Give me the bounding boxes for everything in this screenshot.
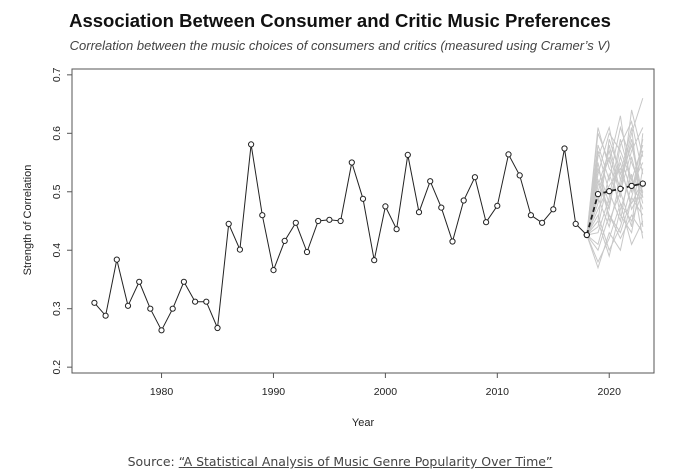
simulation-line — [586, 127, 644, 236]
x-axis-title: Year — [352, 417, 375, 429]
y-tick-label: 0.6 — [51, 126, 63, 141]
simulation-line — [586, 156, 644, 236]
observed-point — [539, 219, 546, 226]
observed-point — [214, 324, 221, 332]
observed-point — [303, 248, 311, 256]
source-line: Source: “A Statistical Analysis of Music… — [0, 454, 680, 469]
simulation-line — [586, 162, 644, 246]
forecast-point — [617, 185, 624, 192]
observed-point — [415, 209, 423, 216]
observed-point — [326, 216, 333, 223]
forecast-point — [606, 188, 613, 195]
simulation-line — [586, 125, 644, 236]
observed-point — [449, 238, 456, 245]
observed-point — [483, 219, 490, 226]
observed-point — [292, 219, 299, 226]
source-link[interactable]: “A Statistical Analysis of Music Genre P… — [178, 454, 553, 469]
observed-point — [259, 212, 266, 219]
plot-frame — [71, 68, 655, 374]
x-tick-label: 2010 — [486, 386, 510, 398]
chart-subtitle: Correlation between the music choices of… — [69, 38, 611, 53]
observed-point — [438, 204, 445, 211]
observed-point — [348, 159, 355, 166]
observed-point — [158, 327, 165, 334]
y-axis-title: Strength of Correlation — [22, 165, 34, 276]
y-axis: 0.2 0.3 0.4 0.5 0.6 0.7 — [51, 67, 72, 375]
observed-point — [192, 298, 199, 305]
observed-point — [124, 302, 132, 309]
simulation-line — [586, 132, 644, 236]
x-tick-label: 2020 — [598, 386, 622, 398]
y-tick-label: 0.7 — [51, 67, 63, 82]
observed-point — [550, 206, 557, 213]
observed-point — [315, 217, 322, 225]
simulation-line — [586, 127, 644, 236]
observed-series — [91, 141, 590, 334]
observed-point — [236, 246, 243, 253]
simulation-line — [586, 213, 644, 252]
simulation-line — [586, 172, 644, 246]
observed-point — [102, 312, 109, 319]
observed-point — [404, 151, 411, 158]
forecast-point — [594, 190, 602, 198]
forecast-point — [639, 180, 646, 187]
observed-point — [505, 151, 512, 158]
x-tick-label: 1980 — [150, 386, 174, 398]
forecast-line — [585, 182, 643, 236]
observed-point — [203, 298, 210, 305]
forecast-point — [583, 231, 590, 239]
y-tick-label: 0.4 — [51, 243, 63, 258]
observed-point — [180, 278, 187, 285]
forecast-series — [583, 180, 646, 239]
observed-point — [169, 305, 176, 312]
observed-point — [113, 256, 120, 263]
observed-point — [147, 305, 154, 312]
observed-point — [248, 141, 255, 148]
y-tick-label: 0.3 — [51, 301, 63, 316]
observed-point — [225, 220, 232, 227]
simulation-line — [586, 191, 644, 264]
observed-point — [270, 267, 277, 274]
observed-point — [494, 202, 501, 209]
observed-point — [572, 220, 579, 227]
observed-point — [393, 226, 400, 233]
observed-point — [281, 237, 288, 244]
forecast-point — [628, 182, 635, 190]
observed-point — [471, 174, 478, 181]
x-tick-label: 1990 — [262, 386, 286, 398]
observed-point — [337, 217, 344, 225]
simulation-line — [586, 139, 644, 236]
observed-point — [527, 212, 535, 219]
observed-line — [94, 144, 588, 332]
y-tick-label: 0.2 — [51, 360, 63, 375]
simulation-lines — [586, 98, 644, 270]
observed-point — [371, 257, 378, 264]
observed-point — [359, 195, 367, 202]
observed-point — [136, 278, 143, 285]
x-axis: 1980 1990 2000 2010 2020 — [150, 373, 621, 398]
observed-point — [427, 178, 434, 185]
x-tick-label: 2000 — [374, 386, 398, 398]
observed-point — [91, 299, 98, 306]
source-prefix: Source: — [127, 454, 179, 469]
chart-title: Association Between Consumer and Critic … — [69, 10, 611, 31]
y-tick-label: 0.5 — [51, 184, 63, 199]
observed-point — [460, 197, 467, 204]
simulation-line — [586, 150, 644, 236]
observed-point — [516, 172, 523, 179]
observed-point — [382, 203, 389, 210]
observed-point — [561, 145, 568, 152]
